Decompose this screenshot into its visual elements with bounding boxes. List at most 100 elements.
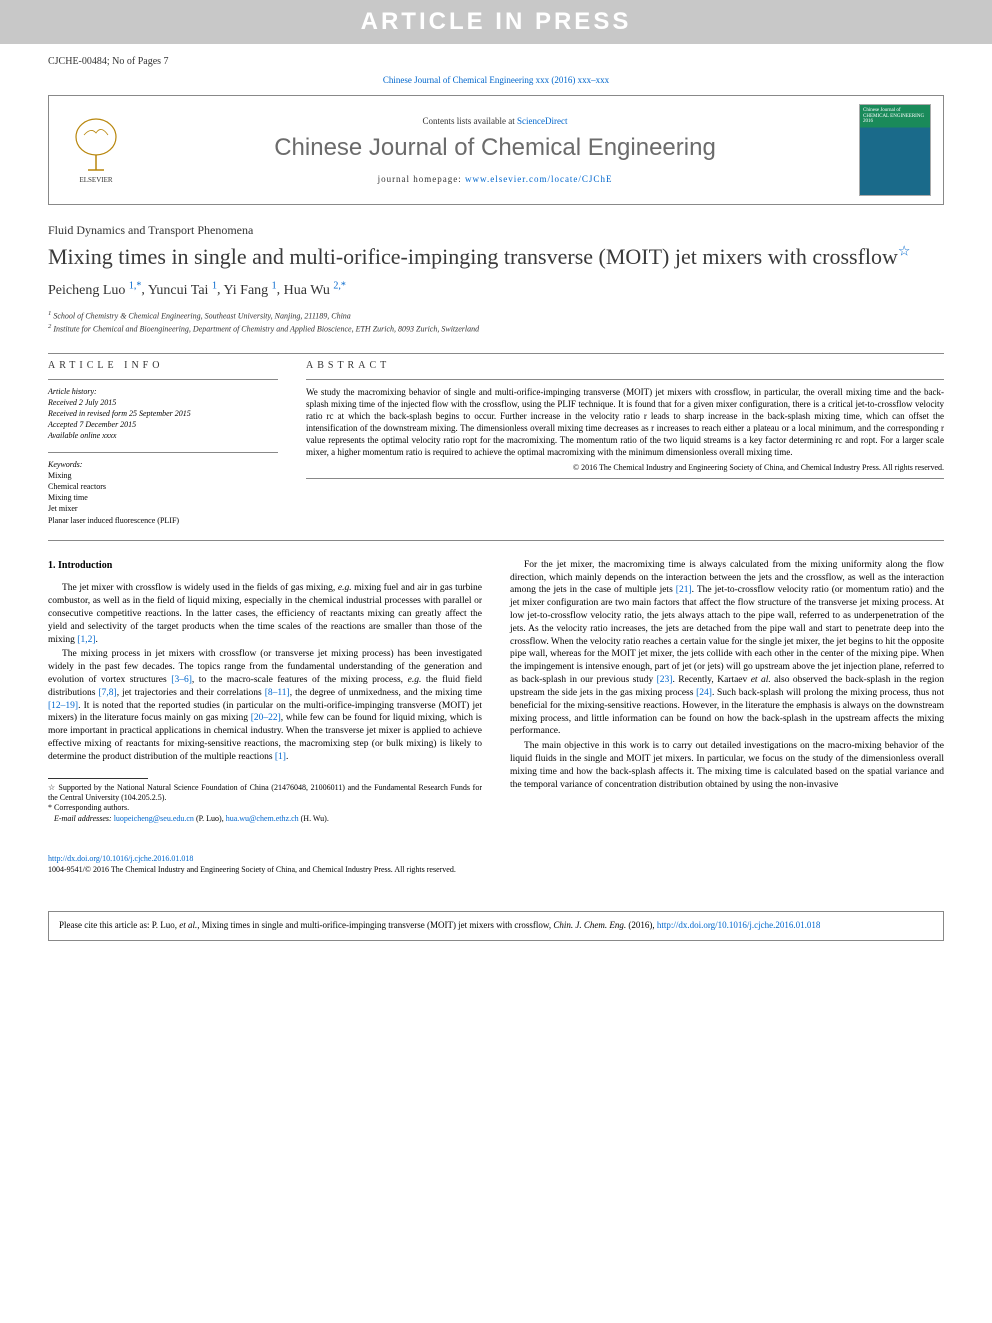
citation-link[interactable]: [24] [696,688,712,698]
citation-link[interactable]: [12–19] [48,701,78,711]
article-in-press-banner: ARTICLE IN PRESS [0,0,992,44]
column-right: For the jet mixer, the macromixing time … [510,559,944,824]
keyword-item: Mixing time [48,492,278,503]
affiliation-2: 2 Institute for Chemical and Bioengineer… [48,322,944,335]
email-who: (P. Luo), [194,814,226,823]
divider [48,540,944,541]
author-aff-sup: 1,* [129,280,142,291]
email-footnote: E-mail addresses: luopeicheng@seu.edu.cn… [48,814,482,824]
abstract-text: We study the macromixing behavior of sin… [306,386,944,459]
issn-copyright: 1004-9541/© 2016 The Chemical Industry a… [48,865,944,875]
text-run: . The jet-to-crossflow velocity ratio (o… [510,585,944,685]
cover-text: Chinese Journal of CHEMICAL ENGINEERING … [860,105,930,128]
keyword-item: Jet mixer [48,503,278,514]
cite-etal: et al. [179,920,197,930]
abstract-column: ABSTRACT We study the macromixing behavi… [306,360,944,526]
abstract-copyright: © 2016 The Chemical Industry and Enginee… [306,463,944,472]
homepage-link[interactable]: www.elsevier.com/locate/CJChE [465,174,612,184]
svg-text:ELSEVIER: ELSEVIER [79,176,112,184]
please-cite-box: Please cite this article as: P. Luo, et … [48,911,944,941]
cite-pre: Please cite this article as: P. Luo, [59,920,179,930]
keyword-item: Chemical reactors [48,481,278,492]
journal-ref-link[interactable]: Chinese Journal of Chemical Engineering … [383,75,609,85]
divider [306,478,944,479]
author-4: Hua Wu 2,* [284,283,346,298]
body-paragraph: For the jet mixer, the macromixing time … [510,559,944,738]
corresponding-footnote: * Corresponding authors. [48,803,482,813]
citation-link[interactable]: [7,8] [99,688,117,698]
author-aff-sup: 1 [272,280,277,291]
cite-post: (2016), [626,920,657,930]
author-name: Yuncui Tai [148,283,209,298]
history-received: Received 2 July 2015 [48,397,278,408]
eg-italic: e.g. [408,675,422,685]
citation-link[interactable]: [20–22] [251,713,281,723]
title-text: Mixing times in single and multi-orifice… [48,244,898,269]
keyword-item: Mixing [48,470,278,481]
article-section-type: Fluid Dynamics and Transport Phenomena [48,223,944,238]
email-who: (H. Wu). [299,814,329,823]
history-revised: Received in revised form 25 September 20… [48,408,278,419]
homepage-pre: journal homepage: [378,174,465,184]
contents-available-line: Contents lists available at ScienceDirec… [131,116,859,126]
divider [306,379,944,380]
keyword-item: Planar laser induced fluorescence (PLIF) [48,515,278,526]
affiliation-1: 1 School of Chemistry & Chemical Enginee… [48,309,944,322]
funding-footnote: ☆ Supported by the National Natural Scie… [48,783,482,804]
author-name: Peicheng Luo [48,283,125,298]
citation-link[interactable]: [1] [275,752,286,762]
text-run: , jet trajectories and their correlation… [117,688,265,698]
journal-reference-line: Chinese Journal of Chemical Engineering … [48,75,944,85]
divider [48,379,278,380]
etal-italic: et al. [751,675,771,685]
elsevier-logo: ELSEVIER [61,110,131,190]
footnote-text: Corresponding authors. [52,803,129,812]
citation-link[interactable]: [8–11] [265,688,290,698]
contents-pre: Contents lists available at [423,116,517,126]
history-label: Article history: [48,386,278,397]
sciencedirect-link[interactable]: ScienceDirect [517,116,567,126]
author-name: Yi Fang [223,283,268,298]
body-paragraph: The mixing process in jet mixers with cr… [48,648,482,763]
doi-block: http://dx.doi.org/10.1016/j.cjche.2016.0… [48,854,944,875]
sciencedirect-header-box: ELSEVIER Contents lists available at Sci… [48,95,944,205]
text-run: . Recently, Kartaev [672,675,750,685]
article-title: Mixing times in single and multi-orifice… [48,244,944,270]
author-aff-sup: 2,* [333,280,346,291]
history-online: Available online xxxx [48,430,278,441]
journal-homepage-line: journal homepage: www.elsevier.com/locat… [131,174,859,184]
article-info-column: ARTICLE INFO Article history: Received 2… [48,360,278,526]
email-link[interactable]: hua.wu@chem.ethz.ch [226,814,299,823]
affiliation-text: Institute for Chemical and Bioengineerin… [53,325,479,334]
footnote-text: Supported by the National Natural Scienc… [48,783,482,802]
cite-journal: Chin. J. Chem. Eng. [553,920,626,930]
cite-doi-link[interactable]: http://dx.doi.org/10.1016/j.cjche.2016.0… [657,920,821,930]
text-run: , to the macro-scale features of the mix… [192,675,408,685]
journal-cover-thumbnail: Chinese Journal of CHEMICAL ENGINEERING … [859,104,931,196]
author-list: Peicheng Luo 1,*, Yuncui Tai 1, Yi Fang … [48,280,944,299]
citation-link[interactable]: [23] [657,675,673,685]
author-1: Peicheng Luo 1,* [48,283,141,298]
document-id: CJCHE-00484; No of Pages 7 [48,56,944,67]
text-run: The main objective in this work is to ca… [510,741,944,789]
keywords-label: Keywords: [48,459,278,470]
keywords-block: Keywords: Mixing Chemical reactors Mixin… [48,459,278,526]
citation-link[interactable]: [3–6] [171,675,192,685]
email-link[interactable]: luopeicheng@seu.edu.cn [114,814,194,823]
footnotes-block: ☆ Supported by the National Natural Scie… [48,783,482,825]
email-label: E-mail addresses: [54,814,112,823]
history-accepted: Accepted 7 December 2015 [48,419,278,430]
sd-center-block: Contents lists available at ScienceDirec… [131,116,859,184]
citation-link[interactable]: [1,2] [77,635,95,645]
title-footnote-star: ☆ [898,245,911,260]
meta-row: ARTICLE INFO Article history: Received 2… [48,360,944,526]
author-2: Yuncui Tai 1 [148,283,217,298]
body-paragraph: The jet mixer with crossflow is widely u… [48,582,482,646]
column-left: 1. Introduction The jet mixer with cross… [48,559,482,824]
citation-link[interactable]: [21] [676,585,692,595]
body-paragraph: The main objective in this work is to ca… [510,740,944,791]
divider [48,353,944,354]
article-info-heading: ARTICLE INFO [48,360,278,371]
doi-link[interactable]: http://dx.doi.org/10.1016/j.cjche.2016.0… [48,854,193,863]
author-3: Yi Fang 1 [223,283,276,298]
